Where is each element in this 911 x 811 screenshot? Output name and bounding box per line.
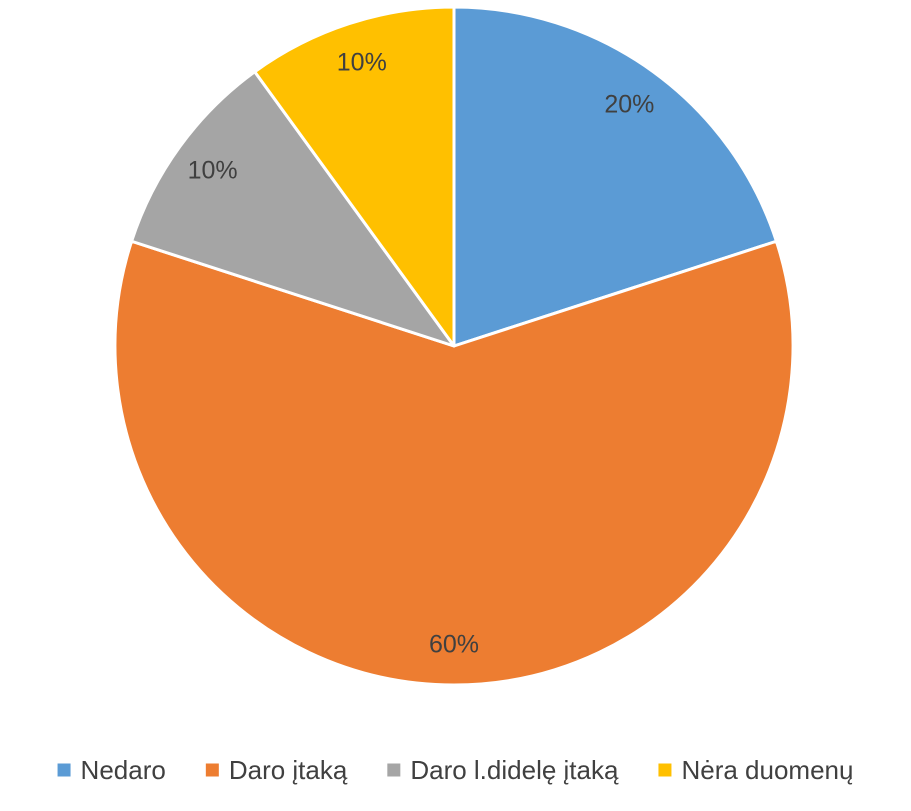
legend-item-nera-duomenu: Nėra duomenų xyxy=(658,755,853,785)
legend-swatch xyxy=(387,763,401,777)
legend-item-daro-l-didele-itaka: Daro l.didelę įtaką xyxy=(387,755,619,785)
slice-labels: 20% 60% 10% 10% xyxy=(188,48,655,658)
legend-swatch xyxy=(57,763,71,777)
pie-slice-nera-duomenu xyxy=(253,5,456,348)
legend-item-daro-itaka: Daro įtaką xyxy=(205,755,348,785)
slice-label-daro-l-didele-itaka: 10% xyxy=(188,157,238,185)
pie-slice-daro-l-didele-itaka xyxy=(130,70,456,348)
pie-slices xyxy=(113,5,795,687)
pie-slice-nedaro xyxy=(452,5,778,348)
legend-swatch xyxy=(205,763,219,777)
legend-swatch xyxy=(658,763,672,777)
slice-label-nera-duomenu: 10% xyxy=(337,48,387,76)
pie-slice-daro-itaka xyxy=(113,239,795,687)
slice-label-daro-itaka: 60% xyxy=(429,630,479,658)
legend-label: Daro l.didelę įtaką xyxy=(410,755,619,785)
legend: Nedaro Daro įtaką Daro l.didelę įtaką Nėra … xyxy=(57,755,853,785)
legend-item-nedaro: Nedaro xyxy=(57,755,166,785)
legend-label: Nėra duomenų xyxy=(681,755,853,785)
legend-label: Nedaro xyxy=(81,755,166,785)
legend-label: Daro įtaką xyxy=(229,755,348,785)
slice-label-nedaro: 20% xyxy=(604,91,654,119)
